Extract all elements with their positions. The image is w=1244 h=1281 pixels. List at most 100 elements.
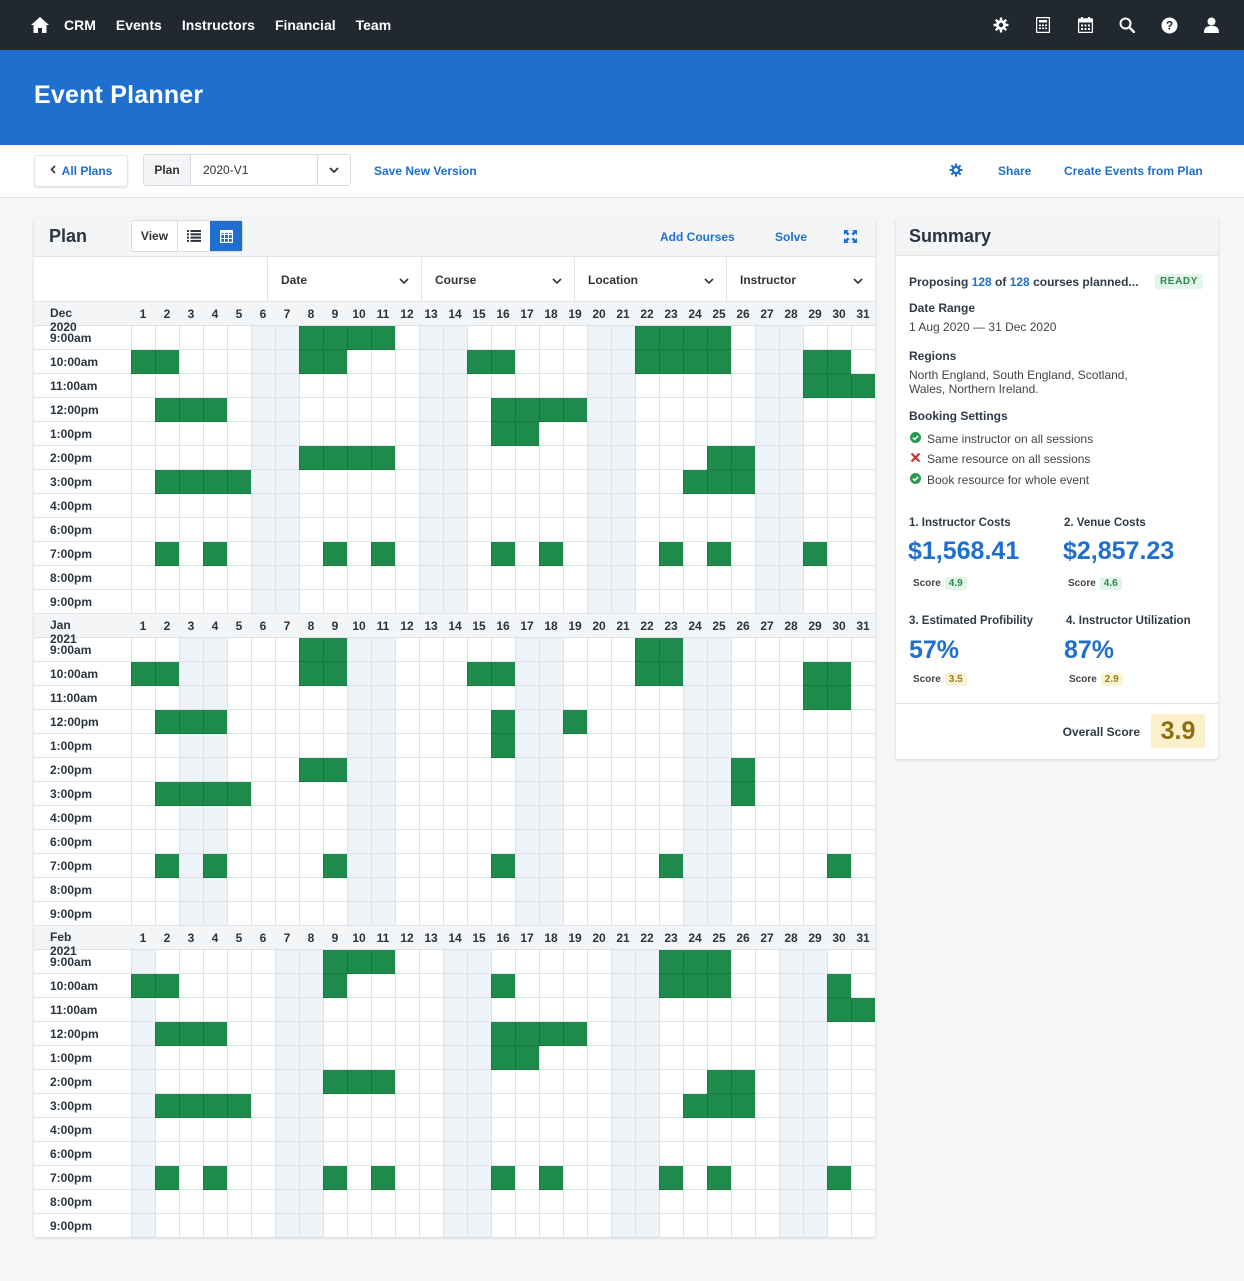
empty-slot[interactable] [371, 878, 395, 902]
empty-slot[interactable] [275, 398, 299, 422]
empty-slot[interactable] [395, 398, 419, 422]
empty-slot[interactable] [539, 1118, 563, 1142]
empty-slot[interactable] [755, 638, 779, 662]
empty-slot[interactable] [347, 1214, 371, 1237]
empty-slot[interactable] [707, 422, 731, 446]
booked-slot[interactable] [371, 326, 395, 350]
empty-slot[interactable] [827, 638, 851, 662]
empty-slot[interactable] [467, 470, 491, 494]
booked-slot[interactable] [323, 662, 347, 686]
booked-slot[interactable] [299, 662, 323, 686]
empty-slot[interactable] [347, 566, 371, 590]
empty-slot[interactable] [179, 950, 203, 974]
empty-slot[interactable] [419, 374, 443, 398]
empty-slot[interactable] [467, 374, 491, 398]
empty-slot[interactable] [755, 1070, 779, 1094]
empty-slot[interactable] [707, 1046, 731, 1070]
empty-slot[interactable] [275, 1190, 299, 1214]
booked-slot[interactable] [323, 542, 347, 566]
empty-slot[interactable] [227, 974, 251, 998]
empty-slot[interactable] [467, 566, 491, 590]
empty-slot[interactable] [659, 1214, 683, 1237]
empty-slot[interactable] [347, 1118, 371, 1142]
empty-slot[interactable] [827, 590, 851, 614]
empty-slot[interactable] [467, 542, 491, 566]
empty-slot[interactable] [443, 902, 467, 926]
empty-slot[interactable] [731, 494, 755, 518]
empty-slot[interactable] [635, 1118, 659, 1142]
date-filter[interactable]: Date [267, 257, 421, 302]
empty-slot[interactable] [539, 710, 563, 734]
empty-slot[interactable] [779, 830, 803, 854]
empty-slot[interactable] [203, 734, 227, 758]
empty-slot[interactable] [851, 782, 875, 806]
booked-slot[interactable] [299, 446, 323, 470]
empty-slot[interactable] [755, 398, 779, 422]
empty-slot[interactable] [155, 806, 179, 830]
empty-slot[interactable] [347, 494, 371, 518]
empty-slot[interactable] [419, 878, 443, 902]
expand-icon[interactable] [844, 230, 857, 246]
empty-slot[interactable] [635, 398, 659, 422]
booked-slot[interactable] [323, 1070, 347, 1094]
empty-slot[interactable] [323, 494, 347, 518]
empty-slot[interactable] [755, 782, 779, 806]
empty-slot[interactable] [419, 854, 443, 878]
empty-slot[interactable] [611, 662, 635, 686]
empty-slot[interactable] [275, 470, 299, 494]
empty-slot[interactable] [803, 638, 827, 662]
empty-slot[interactable] [659, 758, 683, 782]
empty-slot[interactable] [683, 1022, 707, 1046]
empty-slot[interactable] [251, 710, 275, 734]
empty-slot[interactable] [131, 1190, 155, 1214]
empty-slot[interactable] [683, 1070, 707, 1094]
booked-slot[interactable] [179, 1094, 203, 1118]
empty-slot[interactable] [707, 686, 731, 710]
empty-slot[interactable] [251, 878, 275, 902]
empty-slot[interactable] [395, 1142, 419, 1166]
empty-slot[interactable] [179, 806, 203, 830]
empty-slot[interactable] [683, 1118, 707, 1142]
empty-slot[interactable] [659, 1142, 683, 1166]
empty-slot[interactable] [347, 470, 371, 494]
empty-slot[interactable] [227, 398, 251, 422]
grid-view-icon[interactable] [210, 221, 242, 251]
empty-slot[interactable] [443, 326, 467, 350]
empty-slot[interactable] [659, 1118, 683, 1142]
empty-slot[interactable] [395, 998, 419, 1022]
empty-slot[interactable] [851, 1094, 875, 1118]
empty-slot[interactable] [467, 806, 491, 830]
empty-slot[interactable] [563, 590, 587, 614]
empty-slot[interactable] [635, 782, 659, 806]
empty-slot[interactable] [395, 638, 419, 662]
empty-slot[interactable] [323, 782, 347, 806]
empty-slot[interactable] [347, 350, 371, 374]
empty-slot[interactable] [515, 1070, 539, 1094]
empty-slot[interactable] [203, 830, 227, 854]
empty-slot[interactable] [803, 902, 827, 926]
booked-slot[interactable] [323, 758, 347, 782]
empty-slot[interactable] [251, 902, 275, 926]
empty-slot[interactable] [779, 734, 803, 758]
empty-slot[interactable] [467, 758, 491, 782]
empty-slot[interactable] [467, 590, 491, 614]
empty-slot[interactable] [731, 878, 755, 902]
empty-slot[interactable] [683, 590, 707, 614]
empty-slot[interactable] [347, 662, 371, 686]
empty-slot[interactable] [755, 494, 779, 518]
empty-slot[interactable] [347, 734, 371, 758]
empty-slot[interactable] [275, 326, 299, 350]
booked-slot[interactable] [707, 950, 731, 974]
empty-slot[interactable] [779, 590, 803, 614]
empty-slot[interactable] [683, 710, 707, 734]
empty-slot[interactable] [275, 806, 299, 830]
empty-slot[interactable] [251, 542, 275, 566]
empty-slot[interactable] [179, 878, 203, 902]
empty-slot[interactable] [419, 1118, 443, 1142]
empty-slot[interactable] [443, 1022, 467, 1046]
empty-slot[interactable] [611, 974, 635, 998]
empty-slot[interactable] [419, 518, 443, 542]
empty-slot[interactable] [227, 998, 251, 1022]
empty-slot[interactable] [635, 470, 659, 494]
empty-slot[interactable] [755, 1022, 779, 1046]
